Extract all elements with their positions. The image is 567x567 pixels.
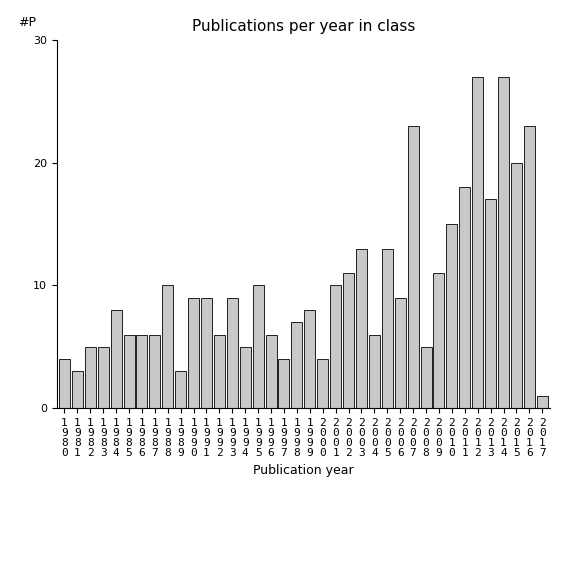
- Bar: [201, 298, 212, 408]
- Bar: [240, 347, 251, 408]
- Bar: [485, 200, 496, 408]
- Bar: [511, 163, 522, 408]
- Bar: [537, 396, 548, 408]
- Bar: [446, 224, 458, 408]
- Bar: [459, 187, 470, 408]
- Bar: [111, 310, 121, 408]
- Bar: [72, 371, 83, 408]
- Bar: [472, 77, 483, 408]
- Bar: [278, 359, 290, 408]
- Bar: [137, 335, 147, 408]
- Bar: [395, 298, 405, 408]
- Bar: [317, 359, 328, 408]
- Bar: [188, 298, 199, 408]
- Bar: [98, 347, 109, 408]
- Bar: [498, 77, 509, 408]
- Bar: [253, 285, 264, 408]
- Bar: [214, 335, 225, 408]
- Bar: [85, 347, 96, 408]
- X-axis label: Publication year: Publication year: [253, 463, 354, 476]
- Bar: [408, 126, 418, 408]
- Bar: [265, 335, 277, 408]
- Bar: [124, 335, 134, 408]
- Bar: [433, 273, 445, 408]
- Y-axis label: #P: #P: [18, 16, 36, 28]
- Bar: [369, 335, 380, 408]
- Bar: [524, 126, 535, 408]
- Bar: [162, 285, 174, 408]
- Bar: [356, 248, 367, 408]
- Bar: [382, 248, 393, 408]
- Bar: [304, 310, 315, 408]
- Bar: [291, 322, 302, 408]
- Title: Publications per year in class: Publications per year in class: [192, 19, 415, 35]
- Bar: [343, 273, 354, 408]
- Bar: [227, 298, 238, 408]
- Bar: [149, 335, 160, 408]
- Bar: [421, 347, 431, 408]
- Bar: [175, 371, 186, 408]
- Bar: [330, 285, 341, 408]
- Bar: [59, 359, 70, 408]
